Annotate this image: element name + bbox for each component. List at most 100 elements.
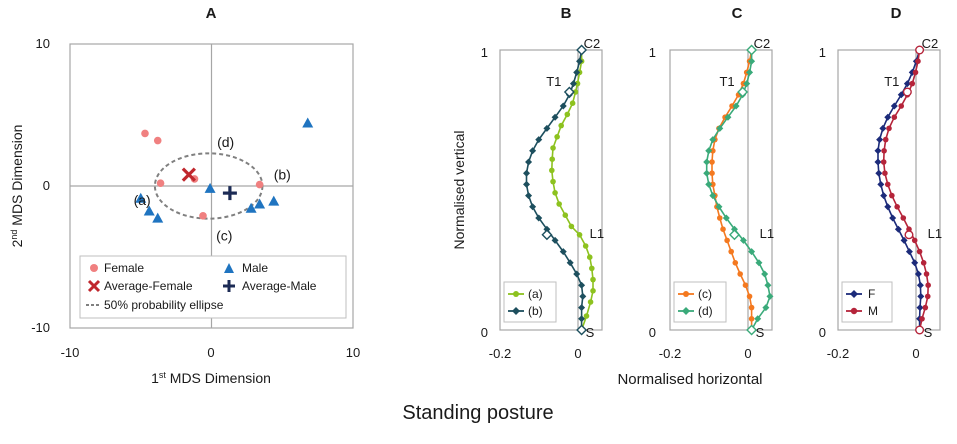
- ellipse-annotation: (d): [217, 134, 234, 150]
- series-point-F: [880, 192, 888, 200]
- series-point-b: [551, 113, 559, 121]
- series-point-d: [732, 102, 740, 110]
- legend-c-marker: [683, 291, 689, 297]
- legend-female-label: Female: [104, 261, 144, 275]
- legend-a-marker: [513, 291, 519, 297]
- panel-a-ytick-top: 10: [36, 36, 50, 51]
- panel-a-ytick-mid: 0: [43, 178, 50, 193]
- series-point-d: [705, 147, 713, 155]
- series-point-a: [572, 89, 579, 95]
- series-point-a: [552, 190, 558, 196]
- panel-b-ytick-top: 1: [481, 45, 488, 60]
- landmark-marker: [746, 324, 758, 336]
- series-point-d: [709, 192, 717, 200]
- series-point-d: [715, 203, 723, 211]
- series-point-a: [569, 100, 576, 106]
- series-point-b: [525, 158, 533, 166]
- series-point-d: [705, 180, 713, 188]
- series-point-M: [924, 293, 931, 300]
- series-point-d: [703, 169, 711, 177]
- series-point-M: [891, 114, 898, 120]
- series-point-d: [755, 259, 763, 267]
- series-point-F: [874, 147, 882, 155]
- series-point-M: [912, 69, 919, 76]
- series-point-M: [886, 125, 892, 132]
- series-point-c: [746, 293, 753, 300]
- legend-average-female-label: Average-Female: [104, 279, 193, 293]
- panel-c-title: C: [732, 5, 743, 22]
- male-point: [268, 195, 280, 206]
- panel-a: A 10 0 -10 -10 0 10 1st MDS Dimension 2n…: [9, 5, 360, 386]
- series-point-c: [729, 103, 735, 109]
- panel-b: B 1 0 -0.2 0 Normalised vertical C2 T1 L1 S…: [451, 5, 604, 361]
- landmark-marker: [746, 44, 758, 56]
- series-point-F: [884, 113, 892, 121]
- landmark-label-c2: C2: [754, 36, 771, 51]
- legend-d-marker: [682, 307, 690, 315]
- series-point-d: [730, 225, 738, 233]
- series-point-b: [535, 136, 543, 144]
- series-point-M: [915, 58, 921, 64]
- series-point-d: [716, 124, 724, 132]
- female-point: [255, 180, 264, 189]
- panel-a-xtick-mid: 0: [207, 345, 214, 360]
- series-point-b: [559, 248, 567, 256]
- female-point: [156, 179, 165, 187]
- series-point-b: [579, 292, 587, 300]
- panel-a-xlabel: 1st MDS Dimension: [151, 370, 271, 386]
- panel-b-landmarks-layer: C2 T1 L1 S: [541, 36, 604, 340]
- series-point-F: [905, 248, 913, 256]
- series-point-F: [874, 158, 882, 166]
- legend-f-label: F: [868, 287, 875, 301]
- series-point-d: [724, 113, 732, 121]
- panel-d-xtick-left: -0.2: [827, 346, 849, 361]
- series-point-d: [722, 214, 730, 222]
- male-point: [143, 205, 155, 216]
- average-male-point: [222, 186, 237, 201]
- series-point-c: [716, 215, 723, 221]
- series-point-F: [875, 169, 883, 177]
- series-point-F: [903, 80, 911, 88]
- male-point: [302, 117, 314, 128]
- legend-female-marker: [90, 264, 98, 272]
- panel-b-series-layer: [523, 46, 596, 334]
- male-point: [135, 192, 147, 203]
- ellipse-annotation: (a): [134, 192, 151, 208]
- series-point-F: [917, 292, 925, 300]
- legend-b-marker: [512, 307, 520, 315]
- male-point: [245, 202, 257, 213]
- landmark-label-s: S: [924, 325, 933, 340]
- legend-a-label: (a): [528, 287, 543, 301]
- series-point-d: [739, 236, 747, 244]
- series-point-c: [709, 170, 715, 176]
- panel-b-legend: (a) (b): [503, 281, 557, 323]
- series-point-M: [916, 248, 923, 255]
- series-point-d: [746, 68, 754, 76]
- figure-caption: Standing posture: [402, 402, 553, 424]
- panel-c-landmarks-layer: C2 T1 L1 S: [719, 36, 774, 340]
- series-point-c: [709, 159, 715, 165]
- series-point-d: [703, 158, 711, 166]
- landmark-label-t1: T1: [884, 74, 899, 89]
- female-point: [153, 136, 162, 145]
- landmark-label-c2: C2: [922, 36, 939, 51]
- series-point-b: [523, 180, 531, 188]
- series-point-M: [884, 181, 891, 188]
- series-point-c: [728, 248, 734, 255]
- average-female-point: [181, 167, 196, 182]
- series-point-F: [879, 124, 887, 132]
- panel-c-xtick-zero: 0: [744, 346, 751, 361]
- series-point-a: [586, 254, 593, 260]
- landmark-label-l1: L1: [760, 226, 774, 241]
- series-point-b: [566, 259, 574, 267]
- panel-a-title: A: [206, 5, 217, 22]
- panel-d: D 1 0 -0.2 0 C2 T1 L1 S F M: [819, 5, 942, 361]
- panel-a-ylabel-sup: nd: [9, 230, 19, 240]
- series-point-b: [573, 270, 581, 278]
- landmark-label-l1: L1: [590, 226, 604, 241]
- series-point-a: [550, 145, 556, 151]
- series-point-F: [900, 236, 908, 244]
- series-point-b: [578, 304, 586, 312]
- panel-b-ytick-bottom: 0: [481, 325, 488, 340]
